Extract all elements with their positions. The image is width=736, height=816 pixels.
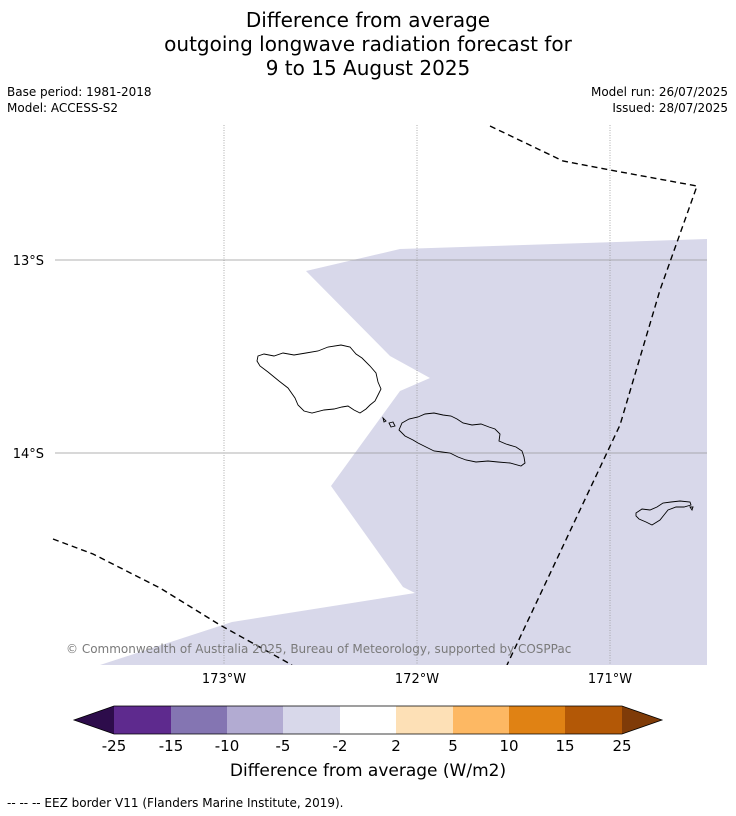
lon-label-172w: 172°W xyxy=(395,672,439,687)
colorbar-tick: -2 xyxy=(333,737,348,755)
meta-right: Model run: 26/07/2025 Issued: 28/07/2025 xyxy=(591,84,728,116)
eez-footnote: -- -- -- EEZ border V11 (Flanders Marine… xyxy=(7,796,344,810)
island-manono xyxy=(388,421,396,428)
colorbar-tick: 5 xyxy=(448,737,458,755)
meta-left: Base period: 1981-2018 Model: ACCESS-S2 xyxy=(7,84,152,116)
colorbar-left-arrow xyxy=(74,706,114,734)
title-line-1: Difference from average xyxy=(245,8,491,32)
title-line-2: outgoing longwave radiation forecast for xyxy=(164,32,572,56)
colorbar-segment xyxy=(509,706,565,734)
island-aunuu xyxy=(689,506,694,512)
colorbar-segment xyxy=(565,706,622,734)
base-period: Base period: 1981-2018 xyxy=(7,85,152,99)
colorbar-tick: -10 xyxy=(215,737,240,755)
gridlines xyxy=(55,125,707,665)
colorbar-tick: -15 xyxy=(159,737,184,755)
island-apolima xyxy=(382,416,387,423)
anomaly-region xyxy=(100,239,707,665)
islands xyxy=(256,344,694,526)
eez-border-east xyxy=(489,125,698,665)
colorbar-segment xyxy=(114,706,171,734)
colorbar: -25 -15 -10 -5 -2 2 5 10 15 25 xyxy=(72,705,664,755)
issued-date: Issued: 28/07/2025 xyxy=(612,101,728,115)
lat-label-13s: 13°S xyxy=(13,254,44,269)
colorbar-title: Difference from average (W/m2) xyxy=(229,761,507,781)
colorbar-right-arrow xyxy=(622,706,662,734)
island-upolu xyxy=(398,412,526,467)
eez-borders xyxy=(52,125,698,665)
title-line-3: 9 to 15 August 2025 xyxy=(265,56,471,80)
eez-border-west xyxy=(52,538,293,665)
lon-label-173w: 173°W xyxy=(202,672,246,687)
map-title: Difference from average outgoing longwav… xyxy=(0,8,736,80)
copyright-text: © Commonwealth of Australia 2025, Bureau… xyxy=(66,642,571,656)
island-savaii xyxy=(256,344,382,414)
colorbar-segment xyxy=(171,706,227,734)
colorbar-tick: -5 xyxy=(276,737,291,755)
model-run: Model run: 26/07/2025 xyxy=(590,85,728,99)
island-tutuila xyxy=(635,500,692,526)
colorbar-segment xyxy=(396,706,453,734)
colorbar-outline xyxy=(72,705,664,735)
colorbar-segment xyxy=(227,706,283,734)
colorbar-tick: 15 xyxy=(555,737,574,755)
lon-label-171w: 171°W xyxy=(588,672,632,687)
colorbar-tick: -25 xyxy=(102,737,127,755)
colorbar-tick: 10 xyxy=(499,737,518,755)
lat-label-14s: 14°S xyxy=(13,447,44,462)
colorbar-tick: 2 xyxy=(391,737,401,755)
map-area: © Commonwealth of Australia 2025, Bureau… xyxy=(52,125,707,665)
model-name: Model: ACCESS-S2 xyxy=(7,101,119,115)
colorbar-tick: 25 xyxy=(612,737,631,755)
colorbar-segment xyxy=(340,706,396,734)
colorbar-segment xyxy=(453,706,509,734)
colorbar-segment xyxy=(283,706,340,734)
